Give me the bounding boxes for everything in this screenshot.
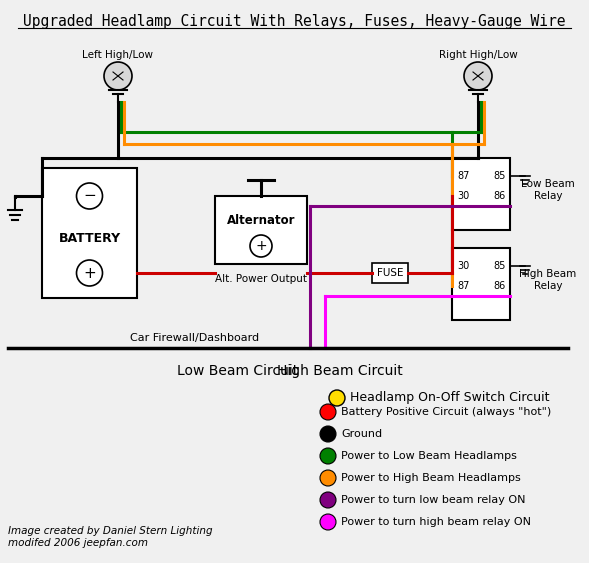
Circle shape (320, 470, 336, 486)
Text: Left High/Low: Left High/Low (82, 50, 154, 60)
Text: Right High/Low: Right High/Low (439, 50, 517, 60)
Text: 86: 86 (494, 191, 506, 201)
FancyBboxPatch shape (215, 196, 307, 264)
Text: Power to turn low beam relay ON: Power to turn low beam relay ON (341, 495, 525, 505)
Circle shape (320, 448, 336, 464)
Circle shape (320, 492, 336, 508)
Text: Power to turn high beam relay ON: Power to turn high beam relay ON (341, 517, 531, 527)
Text: +: + (255, 239, 267, 253)
Circle shape (320, 514, 336, 530)
Text: Headlamp On-Off Switch Circuit: Headlamp On-Off Switch Circuit (350, 391, 550, 404)
Text: Low Beam Circuit: Low Beam Circuit (177, 364, 299, 378)
Text: High Beam
Relay: High Beam Relay (519, 269, 577, 291)
Text: 85: 85 (494, 261, 506, 271)
Text: Image created by Daniel Stern Lighting
modifed 2006 jeepfan.com: Image created by Daniel Stern Lighting m… (8, 526, 213, 548)
Text: −: − (83, 189, 96, 203)
Text: Alternator: Alternator (227, 213, 295, 226)
Text: Battery Positive Circuit (always "hot"): Battery Positive Circuit (always "hot") (341, 407, 551, 417)
Text: +: + (83, 266, 96, 280)
FancyBboxPatch shape (42, 168, 137, 298)
Text: Power to Low Beam Headlamps: Power to Low Beam Headlamps (341, 451, 517, 461)
FancyBboxPatch shape (452, 158, 510, 230)
FancyBboxPatch shape (452, 248, 510, 320)
Circle shape (320, 404, 336, 420)
Text: 30: 30 (457, 261, 469, 271)
Text: FUSE: FUSE (377, 268, 403, 278)
Circle shape (464, 62, 492, 90)
Text: 85: 85 (494, 171, 506, 181)
Text: Car Firewall/Dashboard: Car Firewall/Dashboard (130, 333, 260, 343)
Text: 87: 87 (457, 171, 469, 181)
Text: Upgraded Headlamp Circuit With Relays, Fuses, Heavy-Gauge Wire: Upgraded Headlamp Circuit With Relays, F… (23, 14, 565, 29)
Text: High Beam Circuit: High Beam Circuit (277, 364, 403, 378)
Text: Ground: Ground (341, 429, 382, 439)
Text: 86: 86 (494, 281, 506, 291)
Circle shape (329, 390, 345, 406)
Text: BATTERY: BATTERY (58, 231, 121, 244)
Text: Power to High Beam Headlamps: Power to High Beam Headlamps (341, 473, 521, 483)
Circle shape (320, 426, 336, 442)
Text: Alt. Power Output: Alt. Power Output (215, 274, 307, 284)
Circle shape (104, 62, 132, 90)
Text: Low Beam
Relay: Low Beam Relay (521, 179, 575, 201)
Text: 87: 87 (457, 281, 469, 291)
FancyBboxPatch shape (372, 263, 408, 283)
Text: 30: 30 (457, 191, 469, 201)
